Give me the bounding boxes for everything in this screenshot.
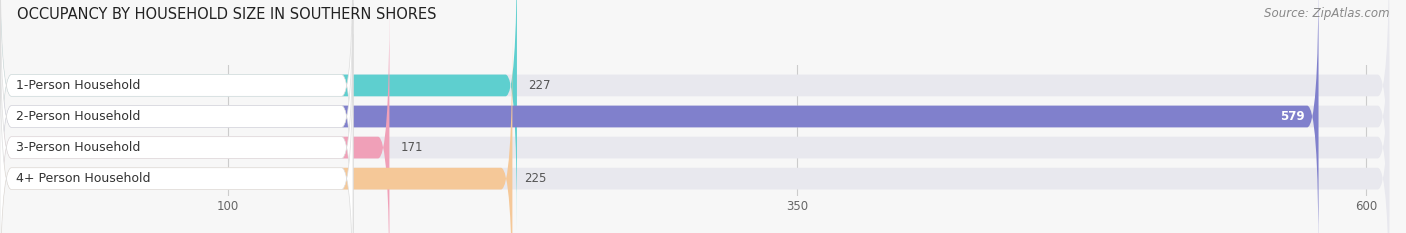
Text: OCCUPANCY BY HOUSEHOLD SIZE IN SOUTHERN SHORES: OCCUPANCY BY HOUSEHOLD SIZE IN SOUTHERN … [17,7,436,22]
FancyBboxPatch shape [0,34,512,233]
FancyBboxPatch shape [0,0,517,230]
Text: Source: ZipAtlas.com: Source: ZipAtlas.com [1264,7,1389,20]
Text: 227: 227 [529,79,551,92]
FancyBboxPatch shape [0,3,353,233]
Text: 3-Person Household: 3-Person Household [15,141,141,154]
FancyBboxPatch shape [0,0,353,233]
FancyBboxPatch shape [0,34,1389,233]
Text: 2-Person Household: 2-Person Household [15,110,141,123]
Text: 4+ Person Household: 4+ Person Household [15,172,150,185]
Text: 579: 579 [1281,110,1305,123]
Text: 171: 171 [401,141,423,154]
FancyBboxPatch shape [0,0,353,230]
FancyBboxPatch shape [0,0,1389,230]
FancyBboxPatch shape [0,34,353,233]
FancyBboxPatch shape [0,0,1319,233]
Text: 1-Person Household: 1-Person Household [15,79,141,92]
FancyBboxPatch shape [0,3,389,233]
FancyBboxPatch shape [0,3,1389,233]
Text: 225: 225 [524,172,546,185]
